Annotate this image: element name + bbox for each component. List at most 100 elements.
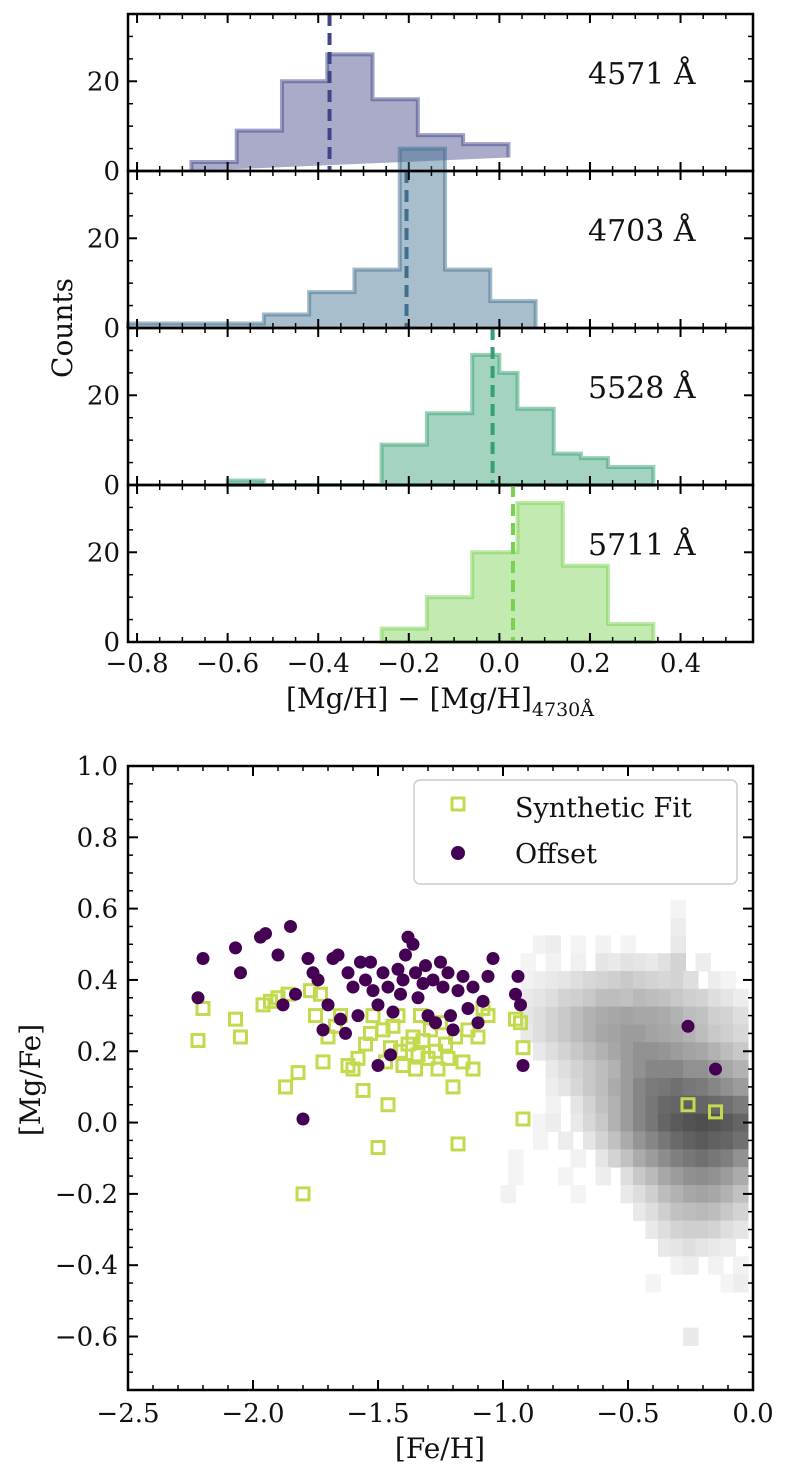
- synthetic-fit-point: [440, 1050, 456, 1066]
- density-cell: [570, 935, 586, 954]
- hist-panel-1: 0 20 4571 Å: [87, 12, 755, 187]
- density-cell: [658, 971, 674, 990]
- scatter-ytick-label: −0.2: [55, 1180, 118, 1210]
- density-cell: [595, 953, 611, 972]
- density-cell: [645, 1274, 661, 1293]
- scatter-ytick-label: 0.0: [77, 1109, 118, 1139]
- density-cell: [670, 1006, 686, 1026]
- density-cell: [670, 988, 686, 1008]
- hist-bars-4: [379, 500, 656, 644]
- density-cell: [583, 1006, 599, 1026]
- density-cell: [558, 988, 574, 1008]
- hist-xtick-label: 0.2: [569, 649, 610, 679]
- synthetic-fit-point: [470, 1029, 486, 1045]
- offset-point: [394, 987, 407, 1001]
- density-cell: [620, 1149, 636, 1168]
- synthetic-fit-point: [515, 1111, 531, 1127]
- hist-ytick-label: 20: [87, 538, 120, 568]
- density-cell: [683, 971, 699, 990]
- density-cell: [608, 1078, 624, 1097]
- density-cell: [720, 1167, 736, 1186]
- density-cell: [658, 953, 674, 972]
- density-cell: [695, 1149, 711, 1168]
- offset-point: [364, 955, 377, 969]
- density-cell: [670, 1024, 686, 1043]
- scatter-xtick-label: 0.0: [732, 1399, 773, 1429]
- scatter-ytick-label: 0.6: [77, 895, 118, 925]
- density-cell: [658, 1024, 674, 1043]
- synthetic-fit-point: [513, 1015, 528, 1031]
- density-cell: [670, 1078, 686, 1097]
- density-cell: [695, 1238, 711, 1257]
- density-cell: [608, 1006, 624, 1026]
- density-cell: [720, 1113, 736, 1132]
- density-cell: [570, 1149, 586, 1168]
- hist-ytick-label: 0: [103, 314, 120, 344]
- density-cell: [633, 988, 649, 1008]
- density-cell: [558, 1078, 574, 1097]
- offset-point: [311, 973, 325, 987]
- synthetic-fit-point: [405, 1029, 421, 1045]
- density-cell: [695, 1095, 711, 1115]
- hist-ytick-label: 20: [87, 381, 120, 411]
- offset-point: [434, 955, 447, 969]
- density-cell: [695, 1167, 711, 1186]
- synthetic-fit-point: [680, 1097, 696, 1113]
- density-cell: [595, 1060, 611, 1079]
- density-cell: [608, 1113, 624, 1132]
- density-cell: [670, 1184, 686, 1204]
- density-cell: [708, 1238, 724, 1257]
- density-cell: [558, 1042, 574, 1061]
- density-cell: [558, 971, 574, 990]
- density-cell: [695, 1220, 711, 1239]
- offset-point: [681, 1019, 695, 1033]
- density-cell: [708, 988, 724, 1008]
- density-cell: [670, 1256, 686, 1275]
- density-cell: [620, 1078, 636, 1097]
- density-cell: [595, 1006, 611, 1026]
- density-cell: [733, 1256, 749, 1275]
- density-cell: [645, 971, 661, 990]
- offset-point: [376, 966, 390, 980]
- density-cell: [658, 1131, 674, 1150]
- density-cell: [645, 988, 661, 1008]
- density-cell: [570, 1113, 586, 1132]
- density-cell: [645, 1184, 661, 1204]
- density-cell: [500, 1184, 516, 1204]
- density-cell: [658, 1167, 674, 1186]
- density-cell: [670, 1149, 686, 1168]
- offset-point: [416, 977, 430, 991]
- offset-point: [371, 998, 385, 1012]
- density-cell: [683, 1149, 699, 1168]
- scatter-xtick-label: −2.5: [96, 1399, 159, 1429]
- series-offset: [191, 919, 722, 1126]
- scatter-panel: −0.6 −0.4 −0.2 0.0 0.2 0.4 0.6 0.8 1.0 −2.5 −2.0 −1…: [55, 752, 774, 1429]
- scatter-xtick-label: −1.0: [471, 1399, 534, 1429]
- offset-point: [511, 969, 525, 983]
- synthetic-fit-point: [313, 986, 328, 1002]
- density-cell: [720, 988, 736, 1008]
- density-cell: [683, 1113, 699, 1132]
- scatter-xtick-label: −2.0: [221, 1399, 284, 1429]
- density-cell: [633, 1131, 649, 1150]
- synthetic-fit-point: [380, 1097, 396, 1113]
- density-cell: [645, 1131, 661, 1150]
- density-cell: [720, 1202, 736, 1222]
- density-cell: [708, 1042, 724, 1061]
- density-cell: [583, 1113, 599, 1132]
- synthetic-fit-point: [190, 1033, 206, 1049]
- synthetic-fit-point: [195, 1000, 211, 1016]
- density-cell: [620, 935, 636, 954]
- offset-point: [406, 937, 420, 951]
- legend-label-synthetic-fit: Synthetic Fit: [515, 793, 692, 824]
- density-cell: [583, 971, 599, 990]
- density-cell: [658, 1184, 674, 1204]
- density-cell: [620, 1006, 636, 1026]
- density-cell: [633, 1113, 649, 1132]
- density-cell: [545, 953, 561, 972]
- density-cell: [620, 1184, 636, 1204]
- density-cell: [670, 1167, 686, 1186]
- density-cell: [720, 1078, 736, 1097]
- offset-point: [384, 1048, 397, 1062]
- density-cell: [683, 1060, 699, 1079]
